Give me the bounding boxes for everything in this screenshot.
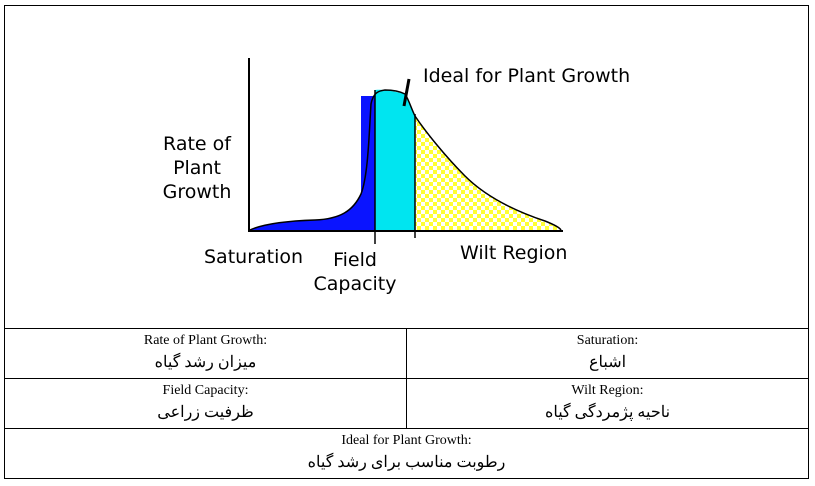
glossary-term-en: Ideal for Plant Growth: <box>341 433 472 448</box>
field-capacity-label-line1: Field <box>333 249 377 271</box>
glossary-term-fa: ناحیه پژمردگی گیاه <box>544 404 671 421</box>
glossary-cell: Rate of Plant Growth: میزان رشد گیاه <box>4 328 407 379</box>
glossary-row: Ideal for Plant Growth: رطوبت مناسب برای… <box>4 428 809 479</box>
field-capacity-label-line2: Capacity <box>313 273 397 295</box>
glossary-term-en: Wilt Region: <box>571 383 644 398</box>
glossary-table: Rate of Plant Growth: میزان رشد گیاه Sat… <box>4 328 809 479</box>
wilt-zone <box>415 116 561 230</box>
glossary-cell: Field Capacity: ظرفیت زراعی <box>4 378 407 429</box>
wilt-region-label: Wilt Region <box>460 242 568 264</box>
glossary-cell: Ideal for Plant Growth: رطوبت مناسب برای… <box>4 428 809 479</box>
saturation-zone-body <box>361 96 375 230</box>
ideal-label: Ideal for Plant Growth <box>423 65 631 87</box>
growth-curve <box>249 89 562 231</box>
field-capacity-label: Field Capacity <box>307 248 403 296</box>
glossary-term-en: Field Capacity: <box>162 383 249 398</box>
glossary-term-en: Saturation: <box>576 333 639 348</box>
glossary-term-fa: اشباع <box>588 354 627 371</box>
saturation-label: Saturation <box>204 246 304 268</box>
ideal-pointer <box>402 78 411 107</box>
glossary-term-en: Rate of Plant Growth: <box>143 333 268 348</box>
glossary-term-fa: رطوبت مناسب برای رشد گیاه <box>307 454 506 471</box>
y-axis-label-line1: Rate of <box>163 133 231 155</box>
glossary-term-fa: ظرفیت زراعی <box>157 404 254 421</box>
ideal-zone <box>375 89 415 231</box>
glossary-row: Rate of Plant Growth: میزان رشد گیاه Sat… <box>4 328 809 379</box>
y-axis-label-line2: Plant <box>173 157 221 179</box>
glossary-cell: Saturation: اشباع <box>406 328 809 379</box>
y-axis-label: Rate of Plant Growth <box>153 132 241 204</box>
glossary-cell: Wilt Region: ناحیه پژمردگی گیاه <box>406 378 809 429</box>
growth-curve-graphic <box>248 58 563 244</box>
glossary-row: Field Capacity: ظرفیت زراعی Wilt Region:… <box>4 378 809 429</box>
y-axis-label-line3: Growth <box>162 181 232 203</box>
plant-growth-diagram: Rate of Plant Growth Ideal for Plant Gro… <box>5 6 808 328</box>
glossary-term-fa: میزان رشد گیاه <box>154 354 257 371</box>
figure-frame: Rate of Plant Growth Ideal for Plant Gro… <box>4 5 809 479</box>
